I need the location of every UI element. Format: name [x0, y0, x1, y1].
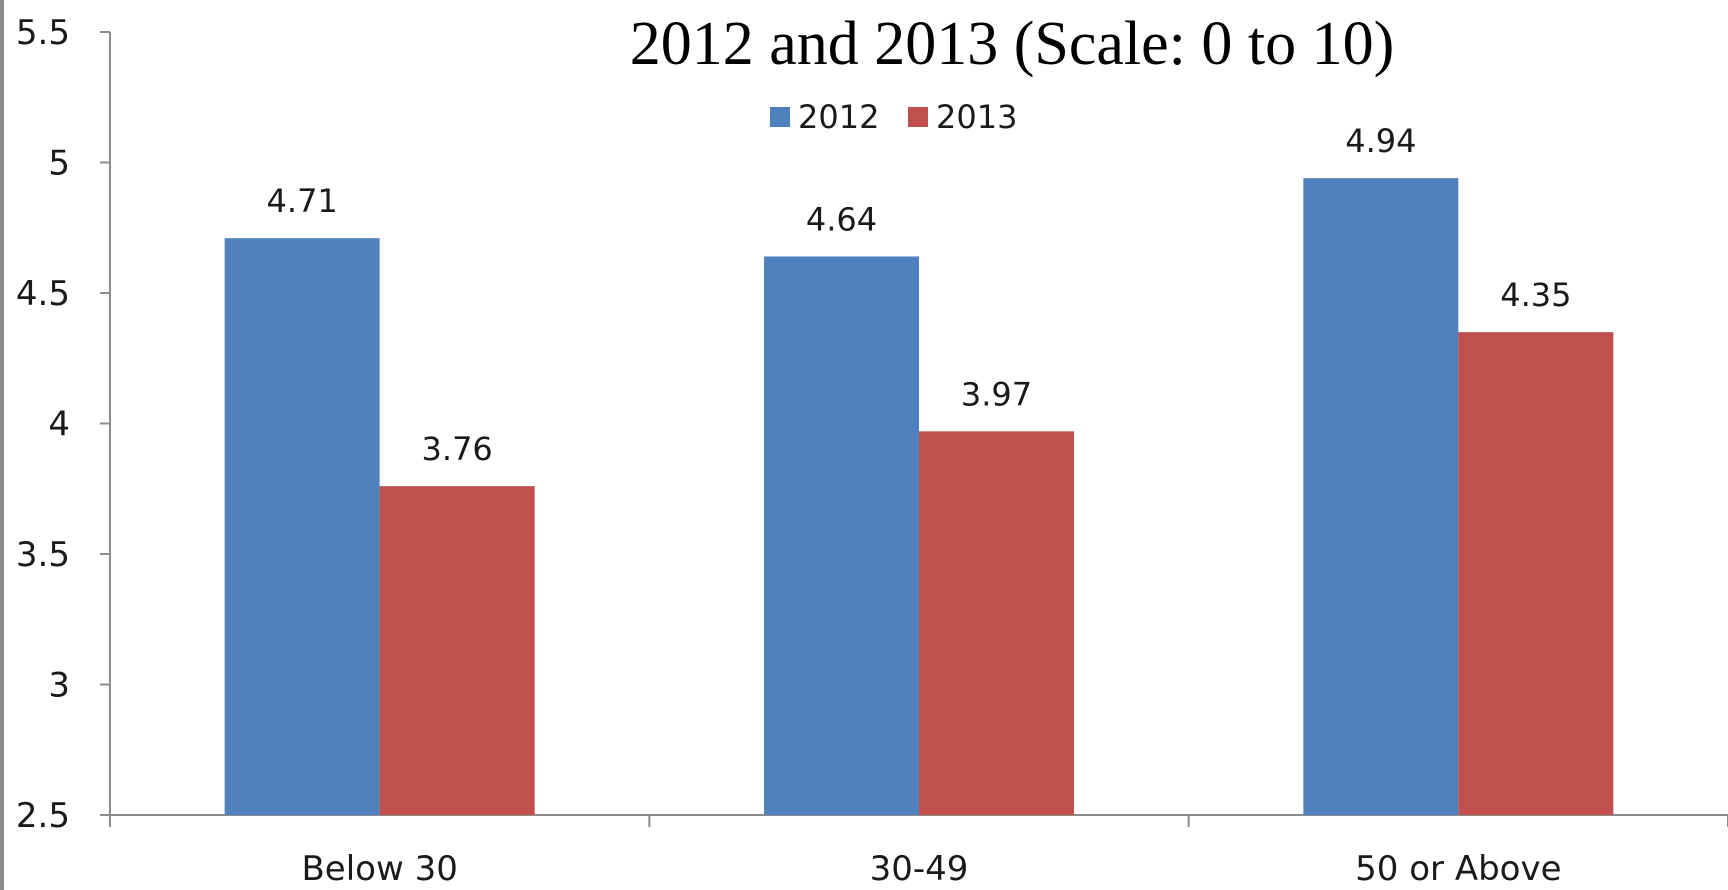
legend: 2012 2013	[770, 98, 1017, 136]
y-tick-label: 3	[48, 666, 70, 706]
legend-swatch-2013	[908, 107, 928, 127]
x-category-label: Below 30	[301, 849, 457, 889]
data-label-2013: 3.97	[961, 375, 1032, 413]
data-label-2012: 4.64	[806, 200, 877, 238]
y-tick-label: 5.5	[16, 13, 70, 53]
bar-2013	[919, 431, 1074, 815]
data-label-2013: 3.76	[422, 430, 493, 468]
y-tick-label: 5	[48, 144, 70, 184]
y-axis: 2.5 3 3.5 4 4.5 5 5.5	[16, 13, 111, 836]
y-tick-label: 4.5	[16, 274, 70, 314]
x-category-label: 30-49	[870, 849, 969, 889]
y-tick-label: 2.5	[16, 796, 70, 836]
data-label-2012: 4.71	[267, 182, 338, 220]
data-label-2012: 4.94	[1345, 122, 1416, 160]
bar-2013	[379, 486, 535, 815]
legend-label-2012: 2012	[798, 98, 879, 136]
data-labels: 4.71 3.76 4.64 3.97 4.94 4.35	[267, 122, 1572, 468]
y-tick-label: 3.5	[16, 535, 70, 575]
bars	[224, 178, 1614, 816]
data-label-2013: 4.35	[1500, 276, 1571, 314]
x-category-label: 50 or Above	[1355, 849, 1561, 889]
bar-2013	[1458, 332, 1614, 815]
bar-2012	[224, 238, 380, 815]
legend-swatch-2012	[770, 107, 790, 127]
bar-2012	[1303, 178, 1459, 815]
bar-2012	[764, 256, 919, 816]
legend-label-2013: 2013	[936, 98, 1017, 136]
chart-title: 2012 and 2013 (Scale: 0 to 10)	[630, 10, 1395, 78]
x-axis: Below 30 30-49 50 or Above	[109, 814, 1728, 889]
left-frame-border	[0, 0, 4, 890]
y-tick-label: 4	[48, 405, 70, 445]
